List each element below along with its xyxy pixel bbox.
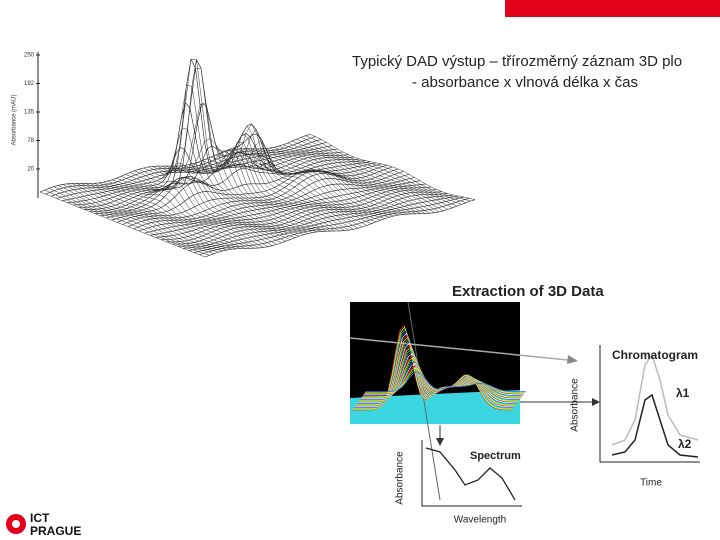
mesh-line [93,183,260,249]
mesh-line [246,148,413,215]
mesh-line [89,183,255,249]
tick-label: 78 [27,138,34,144]
mesh-line [206,128,372,224]
logo-text: ICT [30,511,50,525]
mesh-line [143,127,309,234]
plot-3d: Absorbance (mAU) 250 192 135 78 20 [12,52,476,258]
tick-label: 250 [24,53,35,59]
mesh-line [192,133,359,229]
mesh-line [291,140,458,207]
mesh-line [201,123,368,226]
arrow [567,355,578,364]
trace [611,393,699,458]
mesh-line [62,184,228,251]
cut-line [349,337,569,361]
mesh-line [224,151,390,218]
mesh-line [282,144,449,210]
mesh-line [111,179,278,245]
mesh-line [174,148,341,232]
mesh-line [179,147,345,231]
mesh-line [300,137,467,203]
mesh-line [98,182,264,248]
axis-label: Time [640,478,662,489]
arrow [436,438,444,446]
mesh-line [161,102,327,232]
mesh-line [188,142,354,230]
arrow [592,398,600,406]
mesh-line [75,183,242,249]
mesh-line [215,152,381,221]
axis-label: Absorbance (mAU) [12,94,18,145]
tick-label: 192 [24,81,35,87]
mesh-line [138,162,305,235]
trace [611,353,699,446]
mesh-line [71,183,237,250]
mesh-line [44,189,210,256]
mesh-line [116,177,282,244]
mesh-line [264,148,431,214]
title-line-2: - absorbance x vlnová délka x čas [412,74,638,91]
mesh-line [53,186,219,253]
label: λ1 [676,386,690,400]
mesh-line [134,170,300,237]
extraction-figure: Extraction of 3D Data Chromatogram λ1 λ2… [349,283,700,526]
mesh-line [48,188,215,254]
mesh-line [197,125,363,228]
mesh-line [219,153,386,219]
mesh-line [309,134,476,200]
tick-label: 20 [27,167,34,173]
spec-axes [421,440,522,507]
mesh-line [102,181,269,247]
mesh-line [66,183,233,250]
figure-title: Extraction of 3D Data [452,283,604,300]
mesh-line [83,58,355,210]
mesh-line [165,138,332,232]
mesh-line [233,149,399,216]
label: Chromatogram [612,348,698,362]
mesh-line [107,180,273,246]
logo-text: PRAGUE [30,524,81,538]
logo: ICT PRAGUE [6,511,81,538]
axis-label: Absorbance [395,451,406,505]
mesh-line [287,142,453,209]
trace [425,447,516,501]
mesh-line [296,139,462,205]
tick-label: 135 [24,110,35,116]
axis-label: Wavelength [454,515,506,526]
mesh-line [152,58,318,233]
mesh-line [129,172,296,238]
mesh-line [210,140,377,223]
chrom-axes [599,345,700,463]
mesh-line [120,176,287,242]
mesh-line [365,371,526,392]
mesh-line [305,135,471,202]
mesh-line [39,191,206,258]
label: λ2 [678,437,692,451]
mesh-line [278,145,444,212]
mesh-line [269,147,435,213]
mesh-line [260,148,426,214]
cut-line [407,301,441,501]
mesh-line [273,147,440,213]
accent-bar [505,0,720,17]
mesh-line [183,145,350,231]
axis-label: Absorbance [570,378,581,432]
logo-icon [12,520,20,528]
mesh-line [125,174,291,240]
title-line-1: Typický DAD výstup – třírozměrný záznam … [352,53,682,70]
floor [350,390,520,424]
mesh-line [80,183,246,249]
mesh-line [57,185,224,252]
mesh-line [170,150,336,232]
mesh-line [147,85,314,233]
label: Spectrum [470,450,521,462]
mesh-line [255,148,422,214]
mesh-line [156,67,323,232]
mesh-line [84,183,251,249]
